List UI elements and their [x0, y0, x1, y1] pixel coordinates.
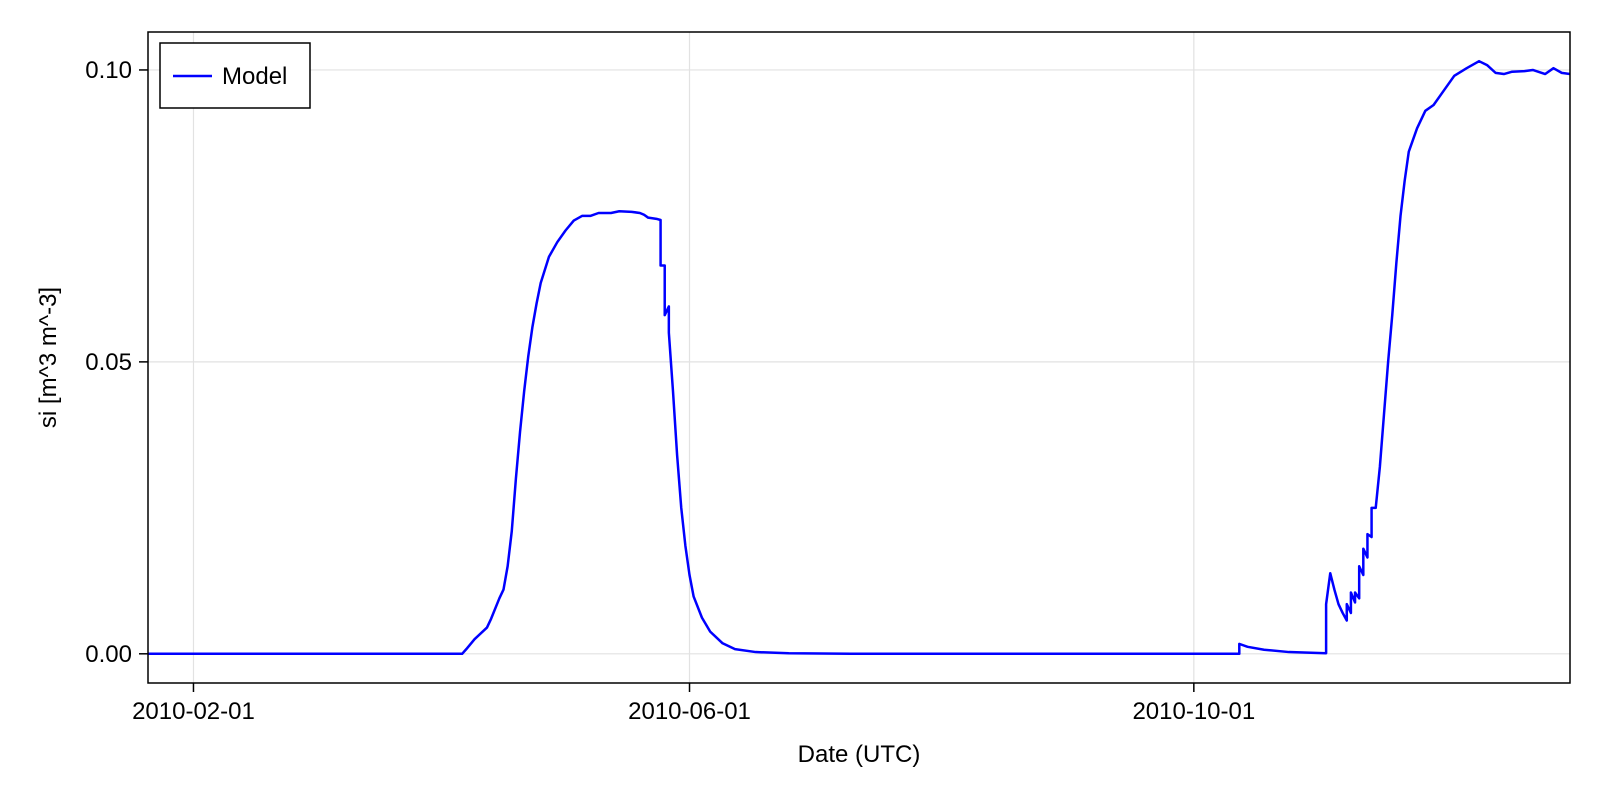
series-layer [148, 59, 1570, 656]
legend: Model [159, 42, 311, 109]
y-tick-label: 0.10 [85, 57, 132, 84]
ticks: 2010-02-01 2010-06-01 2010-10-01 0.00 0.05 0.… [85, 57, 1255, 725]
series-line-model [148, 59, 1570, 656]
x-tick-label: 2010-06-01 [628, 698, 751, 725]
plot-frame [147, 31, 1571, 684]
y-axis-label: si [m^3 m^-3] [35, 287, 62, 428]
x-axis-label: Date (UTC) [798, 741, 921, 768]
x-tick-label: 2010-10-01 [1132, 698, 1255, 725]
y-tick-label: 0.05 [85, 349, 132, 376]
x-tick-label: 2010-02-01 [132, 698, 255, 725]
legend-label-model: Model [222, 63, 287, 90]
y-tick-label: 0.00 [85, 641, 132, 668]
